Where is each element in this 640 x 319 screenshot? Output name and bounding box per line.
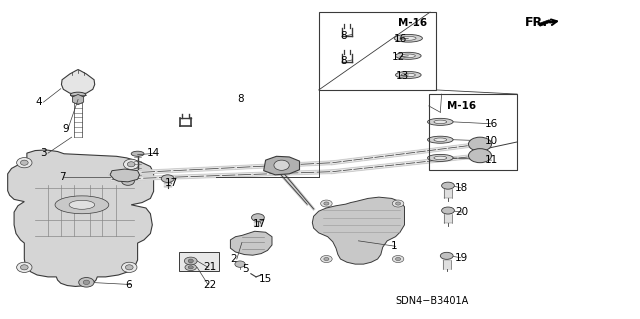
Text: 17: 17 (253, 219, 266, 229)
Ellipse shape (274, 160, 289, 170)
Ellipse shape (434, 120, 447, 124)
Polygon shape (264, 156, 300, 175)
Text: 10: 10 (485, 136, 499, 146)
Text: 16: 16 (485, 119, 499, 129)
Bar (319, 12, 436, 90)
Ellipse shape (324, 202, 329, 205)
Text: 21: 21 (204, 262, 217, 272)
Ellipse shape (434, 156, 447, 160)
Text: SDN4−B3401A: SDN4−B3401A (396, 296, 468, 307)
Ellipse shape (131, 151, 144, 156)
Text: 6: 6 (125, 279, 131, 290)
Ellipse shape (321, 200, 332, 207)
Ellipse shape (185, 264, 196, 271)
Text: 17: 17 (165, 178, 179, 189)
Ellipse shape (235, 261, 245, 267)
Ellipse shape (401, 54, 415, 58)
Ellipse shape (161, 175, 174, 182)
Ellipse shape (124, 159, 139, 169)
Polygon shape (312, 197, 404, 264)
Bar (429, 94, 517, 170)
Text: 8: 8 (340, 31, 346, 41)
Ellipse shape (188, 266, 193, 269)
Text: 19: 19 (454, 253, 468, 263)
Ellipse shape (392, 256, 404, 263)
Ellipse shape (324, 257, 329, 261)
Bar (179, 252, 219, 271)
Ellipse shape (127, 162, 135, 167)
Text: 4: 4 (35, 97, 42, 107)
Ellipse shape (428, 118, 453, 125)
Text: M-16: M-16 (398, 18, 428, 28)
Text: 13: 13 (396, 71, 409, 81)
Ellipse shape (122, 262, 137, 272)
Ellipse shape (125, 265, 133, 270)
Ellipse shape (442, 182, 454, 189)
Ellipse shape (122, 172, 134, 181)
Polygon shape (230, 231, 272, 255)
Ellipse shape (394, 34, 422, 42)
Text: 3: 3 (40, 148, 47, 158)
Text: 15: 15 (259, 274, 272, 284)
Ellipse shape (122, 177, 134, 185)
Ellipse shape (17, 262, 32, 272)
Ellipse shape (428, 154, 453, 161)
Ellipse shape (396, 202, 401, 205)
Ellipse shape (69, 200, 95, 209)
Text: 11: 11 (485, 155, 499, 165)
Ellipse shape (434, 138, 447, 142)
Text: 18: 18 (454, 182, 468, 193)
Polygon shape (61, 70, 95, 95)
Text: 7: 7 (59, 172, 65, 182)
Text: 12: 12 (392, 52, 405, 62)
Text: 14: 14 (147, 148, 161, 158)
Ellipse shape (83, 280, 90, 285)
Text: 8: 8 (237, 94, 243, 104)
Text: 5: 5 (242, 263, 248, 274)
Ellipse shape (17, 158, 32, 168)
Ellipse shape (20, 160, 28, 165)
Text: M-16: M-16 (447, 101, 476, 111)
Text: 1: 1 (390, 241, 397, 251)
Ellipse shape (55, 196, 109, 214)
Ellipse shape (321, 256, 332, 263)
Ellipse shape (428, 136, 453, 143)
Polygon shape (8, 150, 154, 286)
Ellipse shape (401, 36, 416, 40)
Text: 8: 8 (340, 56, 346, 66)
Polygon shape (538, 20, 552, 26)
Ellipse shape (396, 257, 401, 261)
Ellipse shape (79, 278, 94, 287)
Polygon shape (72, 94, 84, 105)
Ellipse shape (468, 149, 492, 163)
Ellipse shape (392, 200, 404, 207)
Text: 9: 9 (63, 124, 69, 134)
Ellipse shape (396, 71, 421, 78)
Ellipse shape (70, 92, 86, 97)
Text: 16: 16 (394, 34, 407, 44)
Text: 22: 22 (204, 279, 217, 290)
Ellipse shape (252, 214, 264, 221)
Ellipse shape (184, 257, 197, 265)
Text: 20: 20 (456, 207, 469, 217)
Polygon shape (110, 169, 140, 182)
Ellipse shape (188, 259, 193, 263)
Ellipse shape (396, 52, 421, 59)
Ellipse shape (401, 73, 415, 77)
Ellipse shape (20, 265, 28, 270)
Ellipse shape (440, 252, 453, 259)
Text: 2: 2 (230, 254, 237, 264)
Ellipse shape (442, 207, 454, 214)
Text: FR.: FR. (525, 17, 548, 29)
Ellipse shape (468, 137, 492, 151)
